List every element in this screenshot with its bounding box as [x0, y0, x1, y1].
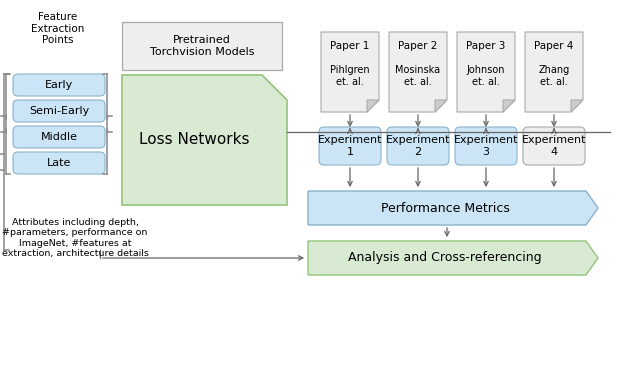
Text: Experiment
4: Experiment 4	[522, 135, 586, 157]
Text: Analysis and Cross-referencing: Analysis and Cross-referencing	[348, 252, 542, 264]
Text: Feature
Extraction
Points: Feature Extraction Points	[31, 12, 84, 45]
Text: Middle: Middle	[40, 132, 77, 142]
Polygon shape	[571, 100, 583, 112]
Polygon shape	[435, 100, 447, 112]
FancyBboxPatch shape	[13, 74, 105, 96]
Polygon shape	[525, 32, 583, 112]
Text: Pretrained
Torchvision Models: Pretrained Torchvision Models	[150, 35, 254, 57]
Text: Semi-Early: Semi-Early	[29, 106, 89, 116]
Text: Experiment
2: Experiment 2	[386, 135, 451, 157]
Text: Loss Networks: Loss Networks	[140, 133, 250, 147]
Polygon shape	[367, 100, 379, 112]
FancyBboxPatch shape	[455, 127, 517, 165]
Text: Experiment
1: Experiment 1	[317, 135, 382, 157]
Text: Paper 4: Paper 4	[534, 41, 573, 51]
Text: Pihlgren
et. al.: Pihlgren et. al.	[330, 65, 370, 87]
Text: Late: Late	[47, 158, 71, 168]
Text: Performance Metrics: Performance Metrics	[381, 201, 509, 214]
Polygon shape	[503, 100, 515, 112]
Polygon shape	[308, 191, 598, 225]
Text: Johnson
et. al.: Johnson et. al.	[467, 65, 505, 87]
Bar	[122, 22, 282, 70]
FancyBboxPatch shape	[13, 126, 105, 148]
FancyBboxPatch shape	[387, 127, 449, 165]
Polygon shape	[122, 75, 287, 205]
Text: Early: Early	[45, 80, 73, 90]
Text: Paper 3: Paper 3	[467, 41, 506, 51]
Text: Experiment
3: Experiment 3	[454, 135, 518, 157]
Polygon shape	[308, 241, 598, 275]
FancyBboxPatch shape	[523, 127, 585, 165]
FancyBboxPatch shape	[13, 100, 105, 122]
Text: Attributes including depth,
#parameters, performance on
ImageNet, #features at
e: Attributes including depth, #parameters,…	[1, 218, 148, 258]
Polygon shape	[321, 32, 379, 112]
Text: Zhang
et. al.: Zhang et. al.	[538, 65, 570, 87]
Text: Paper 1: Paper 1	[330, 41, 370, 51]
Text: Mosinska
et. al.: Mosinska et. al.	[396, 65, 440, 87]
Text: Paper 2: Paper 2	[398, 41, 438, 51]
Polygon shape	[457, 32, 515, 112]
FancyBboxPatch shape	[13, 152, 105, 174]
Polygon shape	[389, 32, 447, 112]
FancyBboxPatch shape	[319, 127, 381, 165]
